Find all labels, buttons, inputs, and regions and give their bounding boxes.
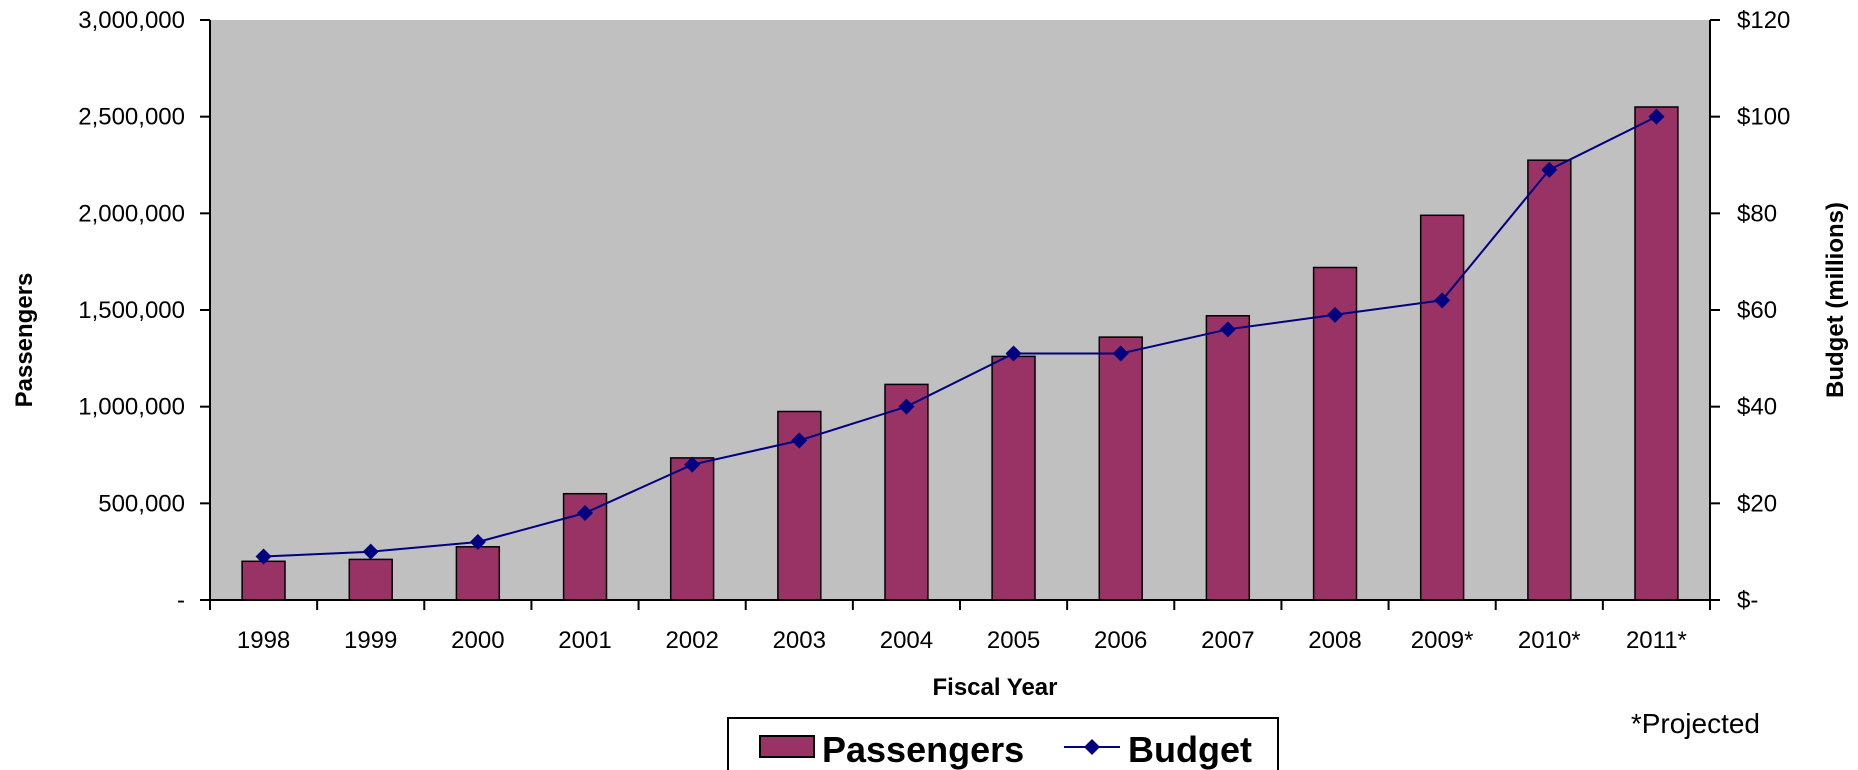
legend-bar-swatch <box>759 735 815 758</box>
y-tick-label-left: 500,000 <box>98 490 185 517</box>
passenger-bar <box>1634 106 1679 601</box>
budget-marker <box>255 548 272 565</box>
legend-box <box>727 717 1279 770</box>
x-tick-label: 2008 <box>1308 627 1361 654</box>
x-tick-label: 2010* <box>1518 627 1581 654</box>
projected-note: *Projected <box>1631 708 1760 739</box>
y-tick-label-left: 1,000,000 <box>78 394 185 421</box>
budget-marker <box>1648 108 1665 125</box>
legend-label-budget: Budget <box>1128 729 1252 770</box>
y-axis-title-left: Passengers <box>11 273 38 408</box>
y-tick-labels-right: $- $20 $40 $60 $80 $100 $120 <box>1737 7 1790 614</box>
y-tick-labels-left: - 500,000 1,000,000 1,500,000 2,000,000 2,500… <box>78 7 185 614</box>
y-tick-label-left: 2,000,000 <box>78 200 185 227</box>
x-tick-label: 2003 <box>773 627 826 654</box>
budget-marker <box>1541 161 1558 178</box>
passenger-bar <box>1419 214 1465 601</box>
x-tick-label: 2007 <box>1201 627 1254 654</box>
budget-marker <box>1327 306 1343 323</box>
passenger-bar <box>1312 266 1358 601</box>
passenger-bar <box>348 558 393 601</box>
legend-label-passengers: Passengers <box>822 729 1024 770</box>
x-tick-label: 2002 <box>665 627 718 654</box>
y-axis-title-right: Budget (millions) <box>1822 202 1849 398</box>
legend-diamond-marker <box>1084 739 1100 755</box>
y-tick-label-left: 1,500,000 <box>78 297 185 324</box>
axes <box>200 19 1720 610</box>
budget-marker <box>469 534 486 550</box>
x-axis-title: Fiscal Year <box>933 674 1058 701</box>
passenger-bar <box>562 492 608 601</box>
passenger-bar <box>1098 336 1143 601</box>
x-tick-label: 2005 <box>987 627 1040 654</box>
passenger-bar <box>1205 315 1251 601</box>
x-tick-label: 1998 <box>237 627 290 654</box>
legend: Passengers Budget <box>727 717 1279 770</box>
passenger-bar <box>884 383 929 601</box>
x-tick-label: 2009* <box>1411 627 1474 654</box>
budget-marker <box>362 543 379 560</box>
budget-marker <box>1219 321 1236 338</box>
x-tick-label: 1999 <box>344 627 397 654</box>
x-tick-label: 2011* <box>1626 627 1687 654</box>
y-tick-label-right: $120 <box>1737 7 1790 34</box>
budget-marker <box>1112 345 1129 362</box>
x-tick-labels: 1998 1999 2000 2001 2002 2003 2004 2005 2006 2007… <box>237 627 1687 654</box>
passenger-bar <box>1527 159 1572 601</box>
y-tick-label-right: $40 <box>1737 394 1777 421</box>
plot-area <box>210 20 1710 600</box>
passenger-bar <box>455 546 501 601</box>
budget-marker <box>684 456 701 473</box>
budget-marker <box>1434 292 1451 309</box>
x-tick-label: 2001 <box>558 627 611 654</box>
y-tick-label-right: $60 <box>1737 297 1777 324</box>
y-tick-label-left: 3,000,000 <box>78 7 185 34</box>
budget-marker <box>577 505 593 521</box>
y-tick-label-right: $80 <box>1737 200 1777 227</box>
passenger-bar <box>991 355 1036 601</box>
x-tick-label: 2006 <box>1094 627 1147 654</box>
x-tick-label: 2004 <box>880 627 933 654</box>
y-tick-label-left: - <box>177 587 185 614</box>
budget-marker <box>791 432 808 449</box>
passenger-bar <box>669 457 715 601</box>
budget-marker <box>1005 345 1022 362</box>
y-tick-label-right: $20 <box>1737 490 1777 517</box>
y-tick-label-right: $- <box>1737 587 1758 614</box>
budget-series <box>255 108 1665 565</box>
y-tick-label-left: 2,500,000 <box>78 104 185 131</box>
passenger-bar <box>241 560 286 601</box>
budget-line <box>263 115 1657 558</box>
y-tick-label-right: $100 <box>1737 104 1790 131</box>
budget-marker <box>898 398 915 415</box>
x-tick-label: 2000 <box>451 627 504 654</box>
